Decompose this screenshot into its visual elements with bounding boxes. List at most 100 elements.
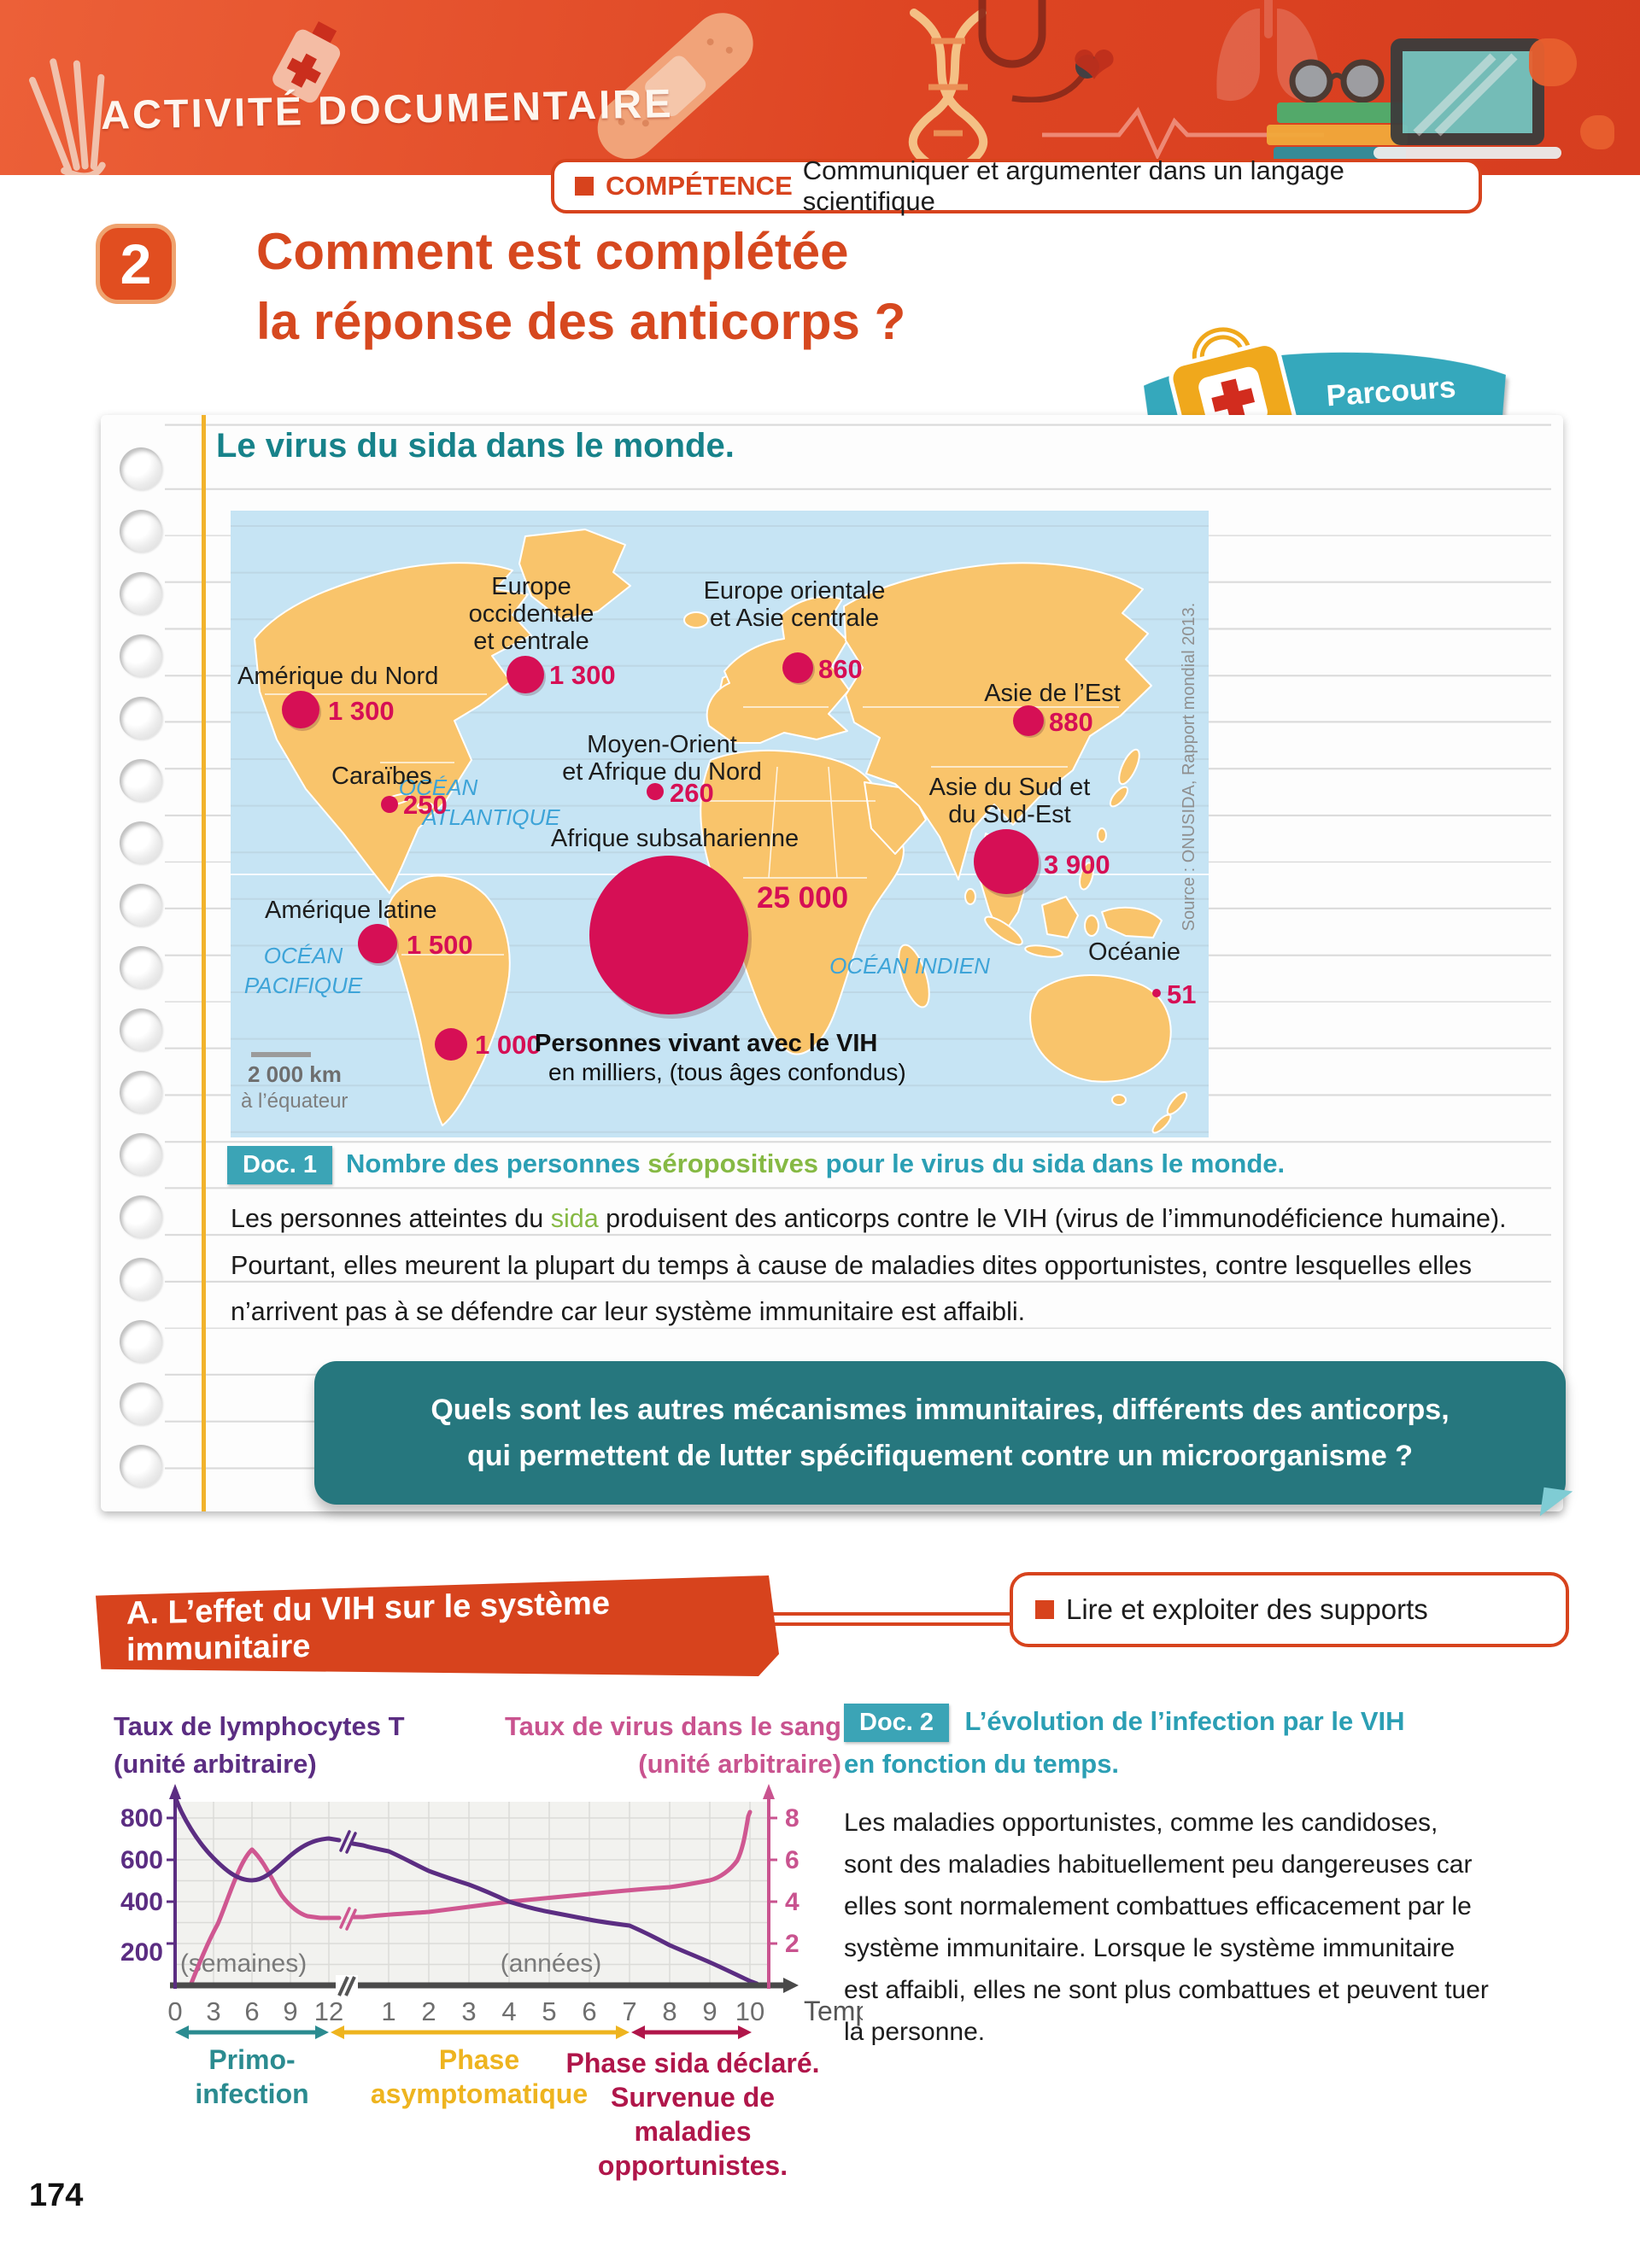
- ocean-label: PACIFIQUE: [244, 973, 363, 998]
- legend-value: 1 000: [475, 1030, 542, 1060]
- x-tick: 6: [244, 1996, 259, 2026]
- map-scale: 2 000 km à l’équateur: [241, 1052, 348, 1113]
- x-tick: 0: [167, 1996, 182, 2026]
- region-value: 860: [818, 654, 863, 684]
- phase2-label: Phase: [439, 2044, 519, 2075]
- bubble-oceanie: [1152, 989, 1161, 997]
- x-tick: 3: [206, 1996, 220, 2026]
- y-right-tick: 4: [785, 1888, 800, 1916]
- spiral-hole: [120, 759, 162, 802]
- left-axis-title-line2: (unité arbitraire): [114, 1749, 317, 1779]
- left-y-axis-arrow: [169, 1784, 181, 1799]
- x-tick: 3: [461, 1996, 476, 2026]
- region-label: Asie du Sud et: [929, 774, 1091, 801]
- red-square-bullet-icon: [575, 177, 594, 196]
- axis-break-icon: [337, 1976, 356, 1996]
- spiral-hole: [120, 821, 162, 864]
- dna-icon: [908, 9, 988, 167]
- phase3-label: Phase sida déclaré.: [565, 2048, 819, 2078]
- bubble-europe-occidentale: [507, 656, 544, 693]
- land-borneo: [1041, 896, 1079, 938]
- land-nz-south: [1151, 1114, 1172, 1134]
- y-left-tick: 800: [120, 1804, 163, 1833]
- doc2-block: Doc. 2 L’évolution de l’infection par le…: [844, 1704, 1491, 2053]
- phase-labels: Primo- infection Phase asymptomatique Ph…: [195, 2044, 819, 2181]
- virus-curve-years: [350, 1809, 753, 1920]
- region-value: 3 900: [1044, 850, 1110, 880]
- region-value: 1 300: [549, 660, 616, 690]
- phase3-label: maladies: [635, 2116, 752, 2147]
- section-a-competence-text: Lire et exploiter des supports: [1066, 1593, 1428, 1625]
- notebook-margin-line: [202, 415, 206, 1511]
- land-japan-1: [1118, 748, 1140, 786]
- section-a-title: A. L’effet du VIH sur le système immunit…: [126, 1585, 610, 1669]
- spiral-hole: [120, 1071, 162, 1114]
- lymphocyte-curve-years: [350, 1841, 759, 1986]
- page-number: 174: [29, 2177, 84, 2213]
- hiv-infection-chart: (semaines) (années): [120, 1784, 863, 2181]
- phase2-label: asymptomatique: [371, 2078, 588, 2109]
- x-tick: 2: [421, 1996, 436, 2026]
- region-label: et centrale: [473, 628, 589, 655]
- bubble-europe-orientale: [782, 652, 813, 683]
- land-hispaniola: [417, 802, 434, 810]
- spiral-hole: [120, 1445, 162, 1488]
- region-label: Europe: [491, 573, 571, 600]
- right-axis-title-line2: (unité arbitraire): [638, 1749, 841, 1779]
- doc2-caption-line1: L’évolution de l’infection par le VIH: [964, 1706, 1405, 1736]
- country-borders: [265, 693, 1119, 956]
- section-a-competence-box: Lire et exploiter des supports: [1010, 1572, 1569, 1647]
- hiv-bubbles: [282, 652, 1161, 1019]
- land-madagascar: [898, 944, 930, 1008]
- region-label: occidentale: [469, 600, 594, 628]
- virus-curve-weeks: [188, 1847, 342, 1988]
- curve-break-marks: [339, 1830, 357, 1931]
- x-tick: 1: [381, 1996, 395, 2026]
- spiral-hole: [120, 1008, 162, 1051]
- skeleton-hand-icon: [29, 58, 106, 175]
- years-unit-label: (années): [501, 1949, 601, 1978]
- y-left-tick: 200: [120, 1938, 163, 1967]
- bubble-afrique-subsaharienne: [589, 856, 748, 1014]
- spiral-hole: [120, 697, 162, 739]
- competence-label: COMPÉTENCE: [606, 171, 793, 201]
- spiral-hole: [120, 447, 162, 490]
- scale-note: à l’équateur: [241, 1090, 348, 1113]
- region-label: et Afrique du Nord: [562, 758, 762, 786]
- doc1-body: Les personnes atteintes du sida produise…: [231, 1195, 1516, 1336]
- phase3-label: opportunistes.: [598, 2150, 788, 2181]
- land-north-america: [254, 562, 532, 894]
- laptop-icon: [1374, 38, 1561, 159]
- bubble-caraibes: [381, 796, 398, 813]
- world-map-hiv: OCÉAN ATLANTIQUE OCÉAN PACIFIQUE OCÉAN I…: [231, 511, 1209, 1137]
- land-new-guinea: [1101, 906, 1163, 938]
- x-tick: 12: [314, 1996, 343, 2026]
- land-java: [1024, 944, 1063, 958]
- spiral-hole: [120, 1382, 162, 1425]
- spiral-hole: [120, 884, 162, 926]
- region-value: 880: [1049, 707, 1093, 737]
- problem-question-box: Quels sont les autres mécanismes immunit…: [314, 1361, 1566, 1505]
- page-title-line2: la réponse des anticorps ?: [256, 293, 906, 350]
- x-tick: 7: [622, 1996, 636, 2026]
- doc1-body-highlight: sida: [550, 1204, 599, 1233]
- region-label: Europe orientale: [704, 577, 886, 605]
- legend-note: en milliers, (tous âges confondus): [548, 1059, 906, 1085]
- doc1-badge: Doc. 1: [227, 1146, 333, 1184]
- land-iceland: [683, 611, 709, 628]
- land-europe: [706, 595, 850, 744]
- first-aid-vial-icon: [272, 20, 341, 103]
- spiral-hole: [120, 1320, 162, 1363]
- y-right-tick: 2: [785, 1930, 800, 1958]
- ocean-label: OCÉAN: [264, 943, 343, 968]
- stethoscope-icon: [978, 0, 1099, 102]
- bubble-asie-sud: [974, 829, 1039, 894]
- region-label: Afrique subsaharienne: [551, 825, 799, 852]
- legend-bubble-icon: [435, 1028, 467, 1061]
- page-title: Comment est complétée la réponse des ant…: [256, 217, 905, 357]
- lesson-number-badge: 2: [96, 224, 176, 304]
- land-greenland: [518, 529, 631, 621]
- region-label: Amérique du Nord: [237, 663, 438, 690]
- doc1-caption-part1: Nombre des personnes: [346, 1149, 648, 1178]
- land-tasmania: [1111, 1094, 1127, 1106]
